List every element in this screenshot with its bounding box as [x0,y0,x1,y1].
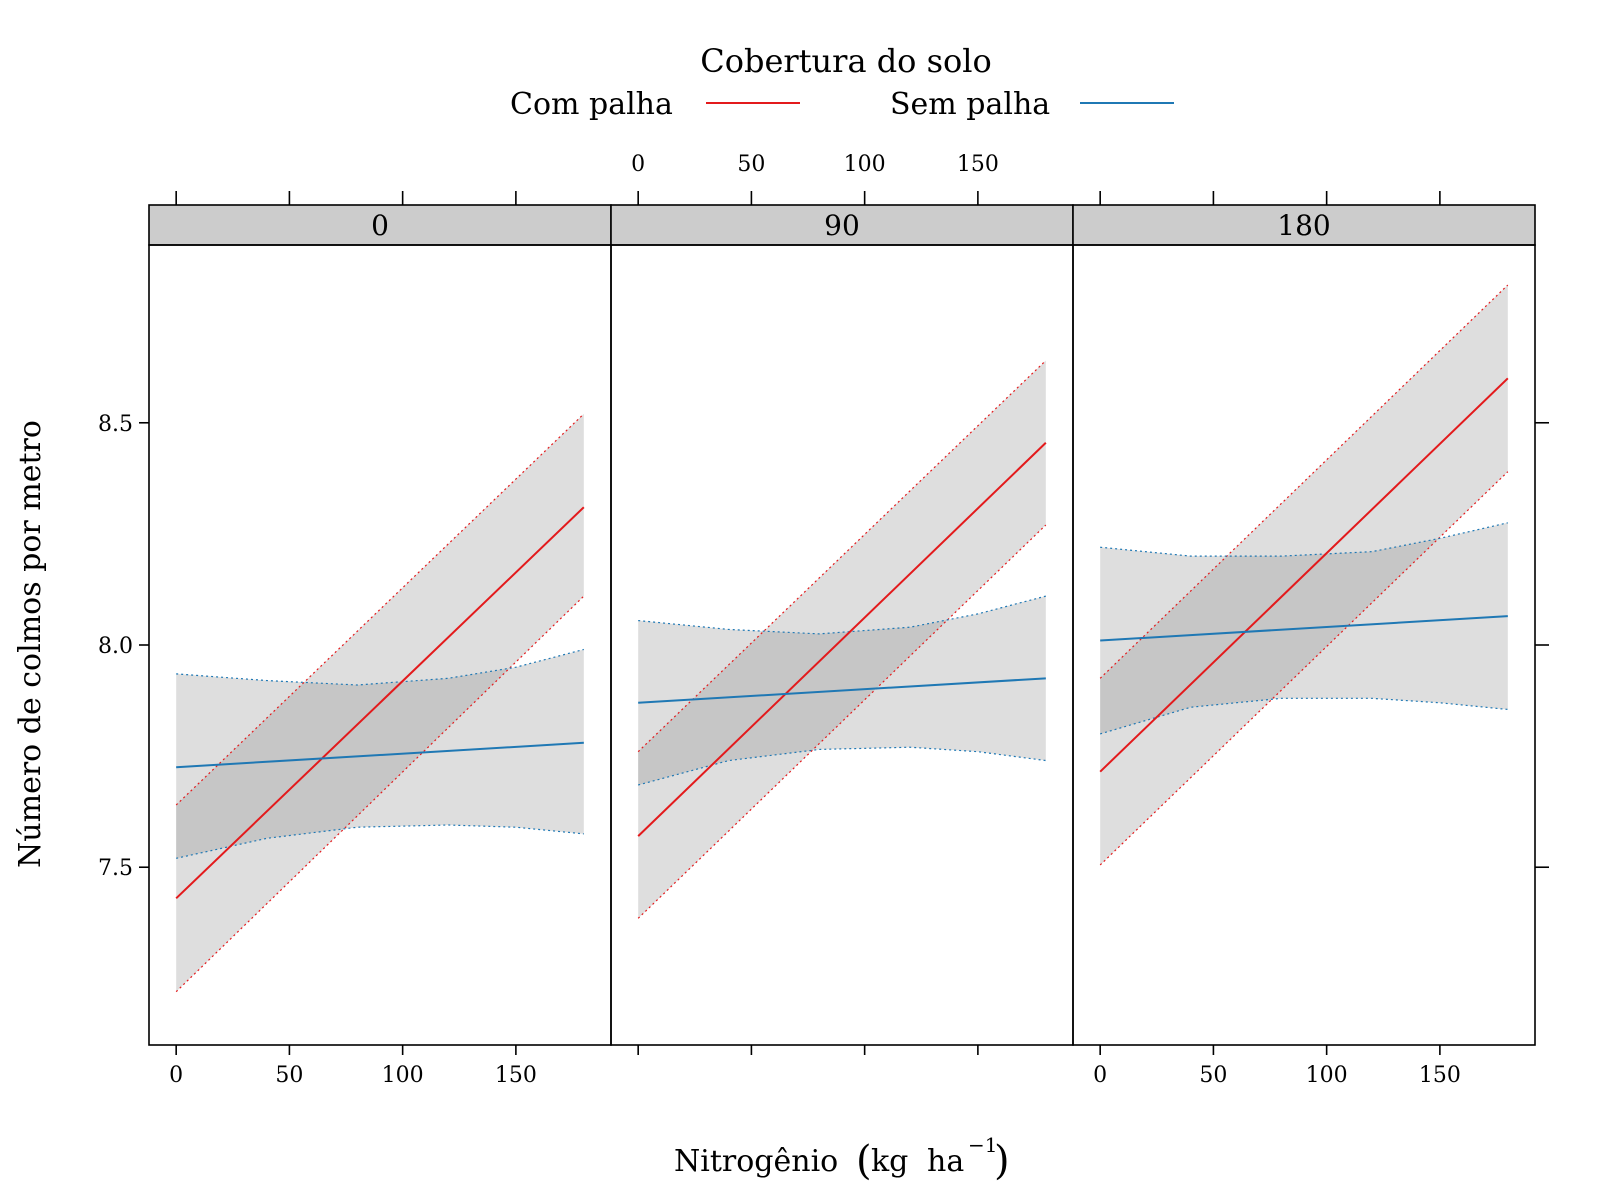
x-axis-title: Nitrogênio ( kg ha −1 ) [674,1133,1010,1184]
x-tick-label: 50 [275,1063,303,1088]
x-tick-label: 0 [631,152,645,177]
strip-label: 90 [824,209,860,242]
band-edge-lower [1100,697,1508,735]
x-tick-label: 150 [495,1063,537,1088]
x-axis-title-text: Nitrogênio [674,1144,838,1179]
series-line [176,741,584,769]
x-unit-kg: kg [871,1144,908,1179]
legend-title: Cobertura do solo [700,42,992,80]
x-tick-label: 100 [1306,1063,1348,1088]
band-edge-upper [175,413,585,806]
series-line [1099,377,1509,773]
legend: Cobertura do solo Com palha Sem palha [510,42,1174,122]
y-axis-title: Número de colmos por metro [13,420,48,868]
panel: 0 0 50 100 150 7.5 8.0 8.5 [98,191,612,1088]
band-edge-lower [638,746,1046,786]
x-tick-label: 50 [1199,1063,1227,1088]
x-tick-label: 100 [382,1063,424,1088]
series-line [638,677,1046,704]
x-unit-exponent: −1 [968,1133,997,1157]
x-tick-label: 0 [169,1063,183,1088]
x-tick-label: 0 [1093,1063,1107,1088]
y-tick-label: 7.5 [98,856,133,881]
x-unit-close-paren: ) [994,1138,1010,1184]
x-unit-ha: ha [927,1144,964,1179]
series-line [637,442,1047,837]
band-edge-upper [638,595,1046,635]
strip [1072,204,1536,246]
x-tick-label: 50 [737,152,765,177]
series-line [175,506,585,900]
legend-label: Com palha [510,87,673,122]
x-tick-label: 100 [844,152,886,177]
series-line [1100,615,1508,642]
x-unit-open-paren: ( [856,1138,872,1184]
y-tick-label: 8.5 [98,412,133,437]
svg-text:Nitrogênio: Nitrogênio [674,1144,838,1179]
band-edge-upper [637,360,1047,753]
panel: 90 0 50 100 150 [610,152,1074,1055]
y-tick-label: 8.0 [98,634,133,659]
strip-label: 180 [1277,209,1330,242]
legend-entries: Com palha Sem palha [510,87,1174,122]
panel: 180 0 50 100 150 [1072,191,1549,1088]
x-tick-label: 150 [957,152,999,177]
x-tick-label: 150 [1419,1063,1461,1088]
strip-label: 0 [371,209,389,242]
legend-label: Sem palha [890,87,1050,122]
